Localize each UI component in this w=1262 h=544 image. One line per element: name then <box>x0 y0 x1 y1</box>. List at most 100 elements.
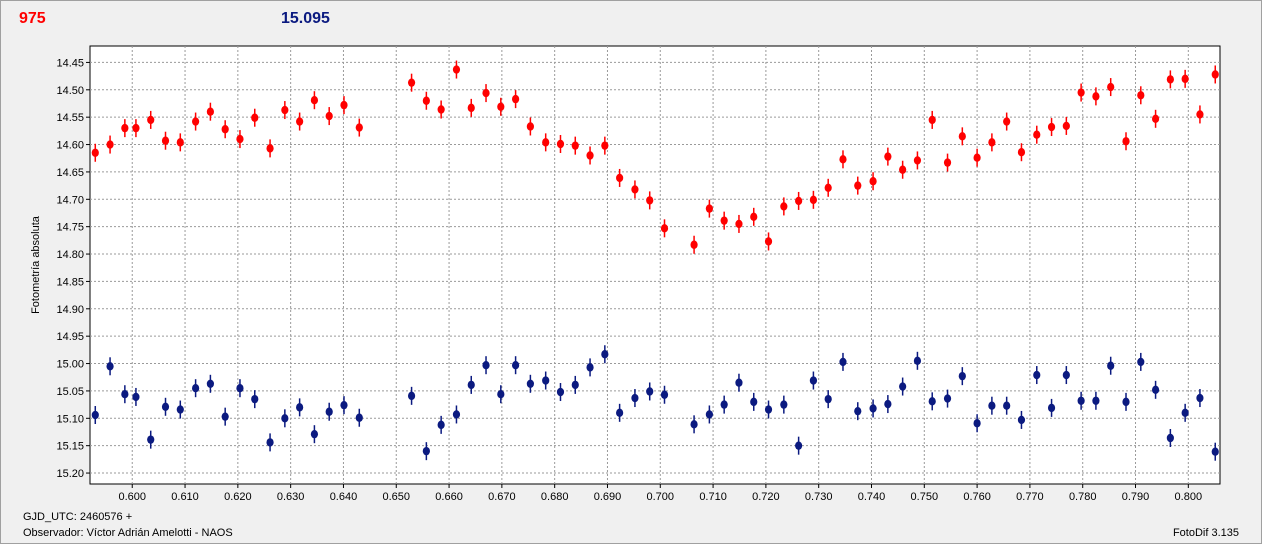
data-point <box>839 357 847 367</box>
data-point <box>795 196 803 206</box>
data-point <box>340 400 348 410</box>
data-point <box>422 96 430 105</box>
x-tick-label: 0.600 <box>118 491 146 503</box>
data-point <box>161 402 170 412</box>
y-tick-label: 14.65 <box>56 167 84 179</box>
data-point <box>526 379 534 389</box>
data-point <box>121 390 129 399</box>
data-point <box>1062 370 1070 380</box>
data-point <box>988 138 996 147</box>
x-axis: 0.600 0.610 0.620 0.630 0.640 0.650 0.660 0.670… <box>118 484 1202 503</box>
data-point <box>281 414 289 423</box>
data-point <box>511 94 520 104</box>
data-point <box>1017 148 1026 157</box>
data-point <box>869 404 877 413</box>
data-point <box>407 78 416 87</box>
data-point <box>780 202 788 211</box>
data-point <box>1033 130 1041 139</box>
data-point <box>340 100 348 110</box>
data-point <box>497 390 505 399</box>
data-point <box>206 379 214 389</box>
data-point <box>735 219 743 229</box>
x-tick-label: 0.720 <box>752 491 780 503</box>
data-point <box>132 392 140 402</box>
data-point <box>236 383 244 393</box>
data-point <box>616 173 624 183</box>
data-point <box>1211 447 1219 456</box>
data-point <box>720 216 728 225</box>
data-point <box>586 151 594 160</box>
y-tick-label: 15.15 <box>56 441 84 453</box>
data-point <box>192 383 200 393</box>
data-point <box>251 394 259 404</box>
x-tick-label: 0.750 <box>911 491 939 503</box>
reference-label: 975 <box>19 10 46 27</box>
data-point <box>913 356 922 366</box>
y-tick-label: 14.95 <box>56 331 84 343</box>
scatter-chart: 0.600 0.610 0.620 0.630 0.640 0.650 0.660 0.670… <box>30 45 1221 503</box>
version-label: FotoDif 3.135 <box>1172 527 1239 539</box>
data-point <box>631 393 639 403</box>
data-point <box>928 115 936 125</box>
y-tick-label: 14.70 <box>56 194 84 206</box>
data-point <box>1017 415 1026 425</box>
data-point <box>132 123 140 133</box>
data-point <box>1003 117 1011 126</box>
data-point <box>1151 114 1160 124</box>
data-point <box>1137 357 1145 367</box>
data-point <box>735 378 743 387</box>
data-point <box>854 406 862 416</box>
x-tick-label: 0.790 <box>1122 491 1150 503</box>
data-point <box>467 103 475 113</box>
data-point <box>750 397 758 407</box>
data-point <box>497 102 505 111</box>
data-point <box>106 362 114 371</box>
y-tick-label: 14.45 <box>56 57 84 69</box>
data-point <box>556 139 565 149</box>
data-point <box>266 438 274 447</box>
data-point <box>571 141 579 150</box>
x-tick-label: 0.690 <box>594 491 622 503</box>
data-point <box>1107 82 1115 92</box>
y-tick-label: 14.50 <box>56 85 84 97</box>
data-point <box>705 204 713 213</box>
data-point <box>764 237 773 246</box>
data-point <box>407 391 416 401</box>
data-point <box>467 380 475 390</box>
data-point <box>355 123 363 132</box>
observer-label: Observador: Víctor Adrián Amelotti - NAO… <box>23 527 233 539</box>
data-point <box>943 394 952 403</box>
data-point <box>943 158 952 167</box>
data-point <box>176 405 184 414</box>
data-point <box>1211 70 1219 79</box>
data-point <box>824 394 832 404</box>
data-point <box>1137 91 1145 100</box>
data-point <box>1181 408 1189 418</box>
data-point <box>1122 397 1130 407</box>
x-tick-label: 0.760 <box>963 491 991 503</box>
data-point <box>556 387 565 397</box>
data-point <box>690 240 698 249</box>
data-point <box>511 360 520 370</box>
x-tick-label: 0.660 <box>435 491 463 503</box>
data-point <box>973 153 981 162</box>
data-point <box>1003 401 1011 410</box>
x-tick-label: 0.800 <box>1175 491 1203 503</box>
series-2 <box>91 345 1219 461</box>
data-point <box>839 155 847 164</box>
data-point <box>958 371 966 381</box>
data-point <box>869 177 877 186</box>
data-point <box>631 185 639 194</box>
data-point <box>854 181 862 190</box>
data-point <box>176 138 184 147</box>
data-point <box>296 403 304 412</box>
y-tick-label: 14.80 <box>56 249 84 261</box>
data-point <box>1166 433 1174 443</box>
y-axis: 14.45 14.50 14.55 14.60 14.65 14.70 14.75 14.80… <box>56 57 90 480</box>
x-tick-label: 0.650 <box>382 491 410 503</box>
data-point <box>1033 370 1041 380</box>
x-tick-label: 0.700 <box>647 491 675 503</box>
data-point <box>1166 75 1174 84</box>
data-point <box>422 446 430 456</box>
